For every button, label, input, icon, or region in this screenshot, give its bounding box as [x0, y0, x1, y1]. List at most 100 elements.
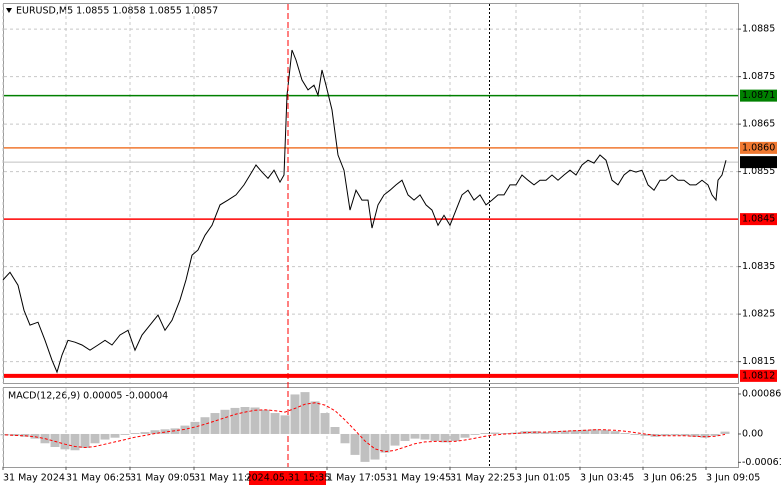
macd-bar	[120, 433, 130, 435]
macd-bar	[440, 433, 450, 443]
x-tick-label: 3 Jun 01:05	[516, 473, 570, 484]
price-line	[2, 49, 727, 374]
x-tick-label: 3 Jun 03:45	[580, 473, 634, 484]
macd-bar	[420, 433, 430, 440]
macd-bar	[320, 413, 330, 434]
x-tick-label: 31 May 06:25	[66, 473, 131, 484]
macd-bar	[450, 433, 460, 441]
macd-bar	[290, 394, 300, 434]
macd-bar	[640, 433, 650, 436]
macd-bar	[610, 431, 620, 434]
macd-bar	[50, 433, 60, 447]
macd-bar	[680, 433, 690, 436]
level-label: 1.0845	[742, 214, 775, 225]
y-tick-label: 1.0865	[742, 119, 775, 130]
macd-bar	[560, 430, 570, 434]
crosshair-label-bg	[249, 471, 326, 485]
y-tick-label: -0.00061	[742, 457, 781, 468]
crosshair-label: 2024.05.31 15:35	[246, 473, 331, 484]
macd-bar	[210, 413, 220, 434]
macd-bar	[110, 433, 120, 438]
macd-bar	[280, 415, 290, 434]
macd-panel-frame	[3, 387, 739, 468]
macd-bar	[600, 429, 610, 434]
macd-bar	[670, 433, 680, 436]
y-tick-label: 1.0825	[742, 309, 775, 320]
x-tick-label: 31 May 2024	[3, 473, 65, 484]
macd-bar	[410, 433, 420, 439]
macd-bar	[340, 433, 350, 444]
y-tick-label: 1.0815	[742, 356, 775, 367]
level-label: 1.0871	[742, 90, 775, 101]
macd-bar	[690, 433, 700, 437]
price-panel-frame	[3, 3, 739, 384]
macd-bar	[490, 432, 500, 434]
macd-bar	[80, 433, 90, 448]
macd-bar	[90, 433, 100, 444]
macd-bar	[0, 433, 10, 436]
macd-bar	[250, 407, 260, 434]
x-tick-label: 3 Jun 06:25	[643, 473, 697, 484]
macd-bar	[140, 432, 150, 434]
x-tick-label: 31 May 19:45	[386, 473, 451, 484]
macd-bar	[220, 409, 230, 434]
x-tick-label: 31 May 11:4	[194, 473, 253, 484]
macd-bar	[630, 433, 640, 435]
macd-bar	[470, 433, 480, 435]
x-tick-label: 1 May 17:05	[327, 473, 386, 484]
macd-bar	[460, 433, 470, 438]
last-price-bg	[740, 156, 777, 169]
price-title: EURUSD,M5 1.0855 1.0858 1.0855 1.0857	[16, 6, 218, 17]
macd-bar	[260, 409, 270, 434]
macd-bar	[590, 429, 600, 434]
y-tick-label: 0.00086	[742, 388, 781, 399]
x-tick-label: 3 Jun 09:05	[706, 473, 760, 484]
macd-bar	[700, 433, 710, 438]
macd-bar	[200, 417, 210, 434]
macd-bar	[240, 407, 250, 434]
y-tick-label: 1.0855	[742, 166, 775, 177]
y-tick-label: 1.0835	[742, 261, 775, 272]
macd-bar	[400, 433, 410, 441]
macd-bar	[60, 433, 70, 450]
macd-bar	[300, 392, 310, 434]
macd-bar	[380, 433, 390, 453]
macd-signal-line	[4, 402, 726, 453]
macd-title: MACD(12,26,9) 0.00005 -0.00004	[8, 391, 168, 402]
macd-bar	[480, 433, 490, 434]
macd-bar	[710, 433, 720, 436]
symbol-menu-arrow[interactable]	[6, 8, 12, 13]
macd-bar	[70, 433, 80, 451]
macd-bar	[370, 433, 380, 460]
macd-bar	[550, 431, 560, 434]
level-label-bg	[740, 369, 777, 382]
macd-bar	[130, 433, 140, 434]
macd-bar	[360, 433, 370, 462]
macd-bar	[230, 407, 240, 434]
level-label: 1.0860	[742, 142, 775, 153]
macd-bar	[270, 413, 280, 434]
macd-bar	[350, 433, 360, 455]
macd-bar	[100, 433, 110, 440]
macd-bar	[570, 430, 580, 434]
macd-bar	[620, 433, 630, 434]
macd-bar	[430, 433, 440, 441]
macd-bar	[190, 421, 200, 434]
macd-bar	[660, 433, 670, 436]
x-tick-label: 31 May 22:25	[450, 473, 515, 484]
x-tick-label: 31 May 09:05	[130, 473, 195, 484]
y-tick-label: 1.0885	[742, 24, 775, 35]
macd-bar	[330, 427, 340, 434]
level-label-bg	[740, 213, 777, 226]
macd-bar	[150, 430, 160, 434]
level-label-bg	[740, 89, 777, 102]
macd-bar	[390, 433, 400, 446]
macd-bar	[540, 432, 550, 434]
y-tick-label: 0.00	[742, 428, 763, 439]
macd-bar	[720, 431, 730, 434]
macd-bar	[310, 401, 320, 434]
last-price-label: 1.0857	[742, 157, 775, 168]
macd-bar	[580, 429, 590, 434]
